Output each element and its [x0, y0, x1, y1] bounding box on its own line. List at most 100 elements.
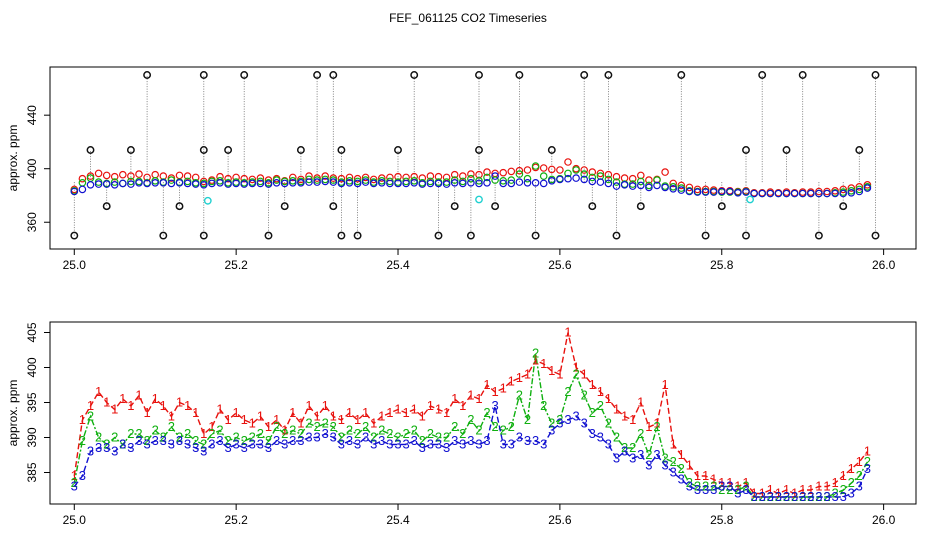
spike-point [199, 146, 208, 154]
series-1-point: 1 [791, 486, 798, 501]
series-1-point: 1 [840, 468, 847, 483]
series-1-circle [499, 168, 508, 177]
series-1-point: 1 [500, 381, 507, 396]
series-1-point: 1 [742, 475, 749, 490]
series-3-circle [855, 187, 864, 196]
series-3-point: 3 [273, 433, 280, 448]
series-2-point: 2 [597, 398, 604, 413]
series-3-circle [653, 181, 661, 190]
series-1-point: 1 [184, 398, 191, 413]
series-2-point: 2 [702, 479, 709, 494]
series-1-circle [547, 165, 556, 174]
series-3-point: 3 [702, 482, 709, 497]
series-2-point: 2 [313, 419, 320, 434]
series-1-circle [685, 183, 694, 192]
series-3-circle [102, 180, 111, 188]
series-1-point: 1 [686, 458, 693, 473]
spike-point [280, 202, 289, 211]
series-1-point: 1 [443, 405, 450, 420]
series-3-circle [394, 179, 402, 188]
series-1-circle [507, 167, 516, 176]
series-3-point: 3 [750, 489, 757, 504]
series-1-circle [135, 170, 143, 178]
cyan-point [203, 196, 212, 205]
series-3-circle [272, 179, 281, 187]
series-2-point: 2 [338, 430, 345, 445]
series-1-circle [588, 168, 597, 176]
spike-point [717, 202, 726, 211]
series-2-point: 2 [459, 426, 466, 441]
series-3-point: 3 [491, 398, 498, 413]
series-3-circle [426, 179, 435, 188]
series-2-point: 2 [540, 398, 547, 413]
series-1-point: 1 [411, 402, 418, 417]
series-3-point: 3 [135, 433, 142, 448]
series-2-point: 2 [670, 454, 677, 469]
series-2-point: 2 [831, 486, 838, 501]
series-3-circle [815, 189, 823, 198]
spike-point [782, 146, 791, 154]
series-2-circle [499, 177, 508, 185]
series-3-point: 3 [257, 437, 264, 452]
series-2-point: 2 [386, 426, 393, 441]
series-2-point: 2 [710, 479, 717, 494]
series-1-circle [256, 174, 265, 182]
series-3-point: 3 [378, 433, 385, 448]
series-2-point: 2 [79, 433, 86, 448]
series-2-circle [167, 176, 176, 184]
series-3-circle [345, 179, 354, 187]
series-2-point: 2 [216, 423, 223, 438]
series-2-point: 2 [686, 475, 693, 490]
series-3-circle [556, 175, 564, 184]
series-3-point: 3 [710, 482, 717, 497]
series-2-point: 2 [726, 482, 733, 497]
spike-point [742, 146, 750, 154]
series-2-point: 2 [168, 419, 175, 434]
series-1-point: 1 [653, 416, 660, 431]
series-1-point: 1 [589, 377, 596, 392]
series-2-point: 2 [548, 416, 555, 431]
series-3-point: 3 [208, 437, 215, 452]
series-2-point: 2 [467, 412, 474, 427]
series-3-point: 3 [694, 482, 701, 497]
x-tick-label: 25.4 [386, 513, 410, 527]
x-tick-label: 25.6 [548, 258, 572, 272]
series-3-point: 3 [540, 437, 547, 452]
series-3-circle [305, 178, 313, 186]
series-3-circle [200, 181, 208, 189]
series-2-circle [475, 177, 483, 185]
series-3-point: 3 [556, 416, 563, 431]
series-1-point: 1 [532, 353, 539, 368]
series-1-circle [580, 166, 589, 174]
series-1-point: 1 [200, 426, 207, 441]
series-3-point: 3 [297, 433, 304, 448]
series-2-point: 2 [135, 426, 142, 441]
series-1-point: 1 [354, 412, 361, 427]
series-1-circle [458, 172, 467, 180]
y-tick-label: 395 [25, 392, 39, 412]
series-3-point: 3 [670, 465, 677, 480]
series-3-circle [726, 187, 734, 196]
series-2-point: 2 [354, 426, 361, 441]
series-1-point: 1 [694, 468, 701, 483]
series-1-circle [693, 185, 702, 194]
series-3-circle [329, 178, 338, 186]
series-2-point: 2 [856, 468, 863, 483]
series-3-point: 3 [848, 486, 855, 501]
series-3-point: 3 [241, 440, 248, 455]
y-tick-label: 405 [25, 322, 39, 342]
series-3-circle [297, 179, 305, 187]
series-2-point: 2 [71, 475, 78, 490]
series-1-point: 1 [71, 468, 78, 483]
panel-2-y-label: approx. ppm [6, 380, 20, 447]
series-3-circle [151, 179, 160, 187]
series-1-point: 1 [637, 395, 644, 410]
panel-1-y-label: approx. ppm [6, 125, 20, 192]
series-2-point: 2 [734, 482, 741, 497]
series-3-circle [418, 180, 427, 188]
series-3-point: 3 [443, 440, 450, 455]
series-3-point: 3 [815, 489, 822, 504]
series-1-circle [855, 183, 864, 191]
series-3-circle [248, 179, 257, 188]
series-2-point: 2 [653, 419, 660, 434]
